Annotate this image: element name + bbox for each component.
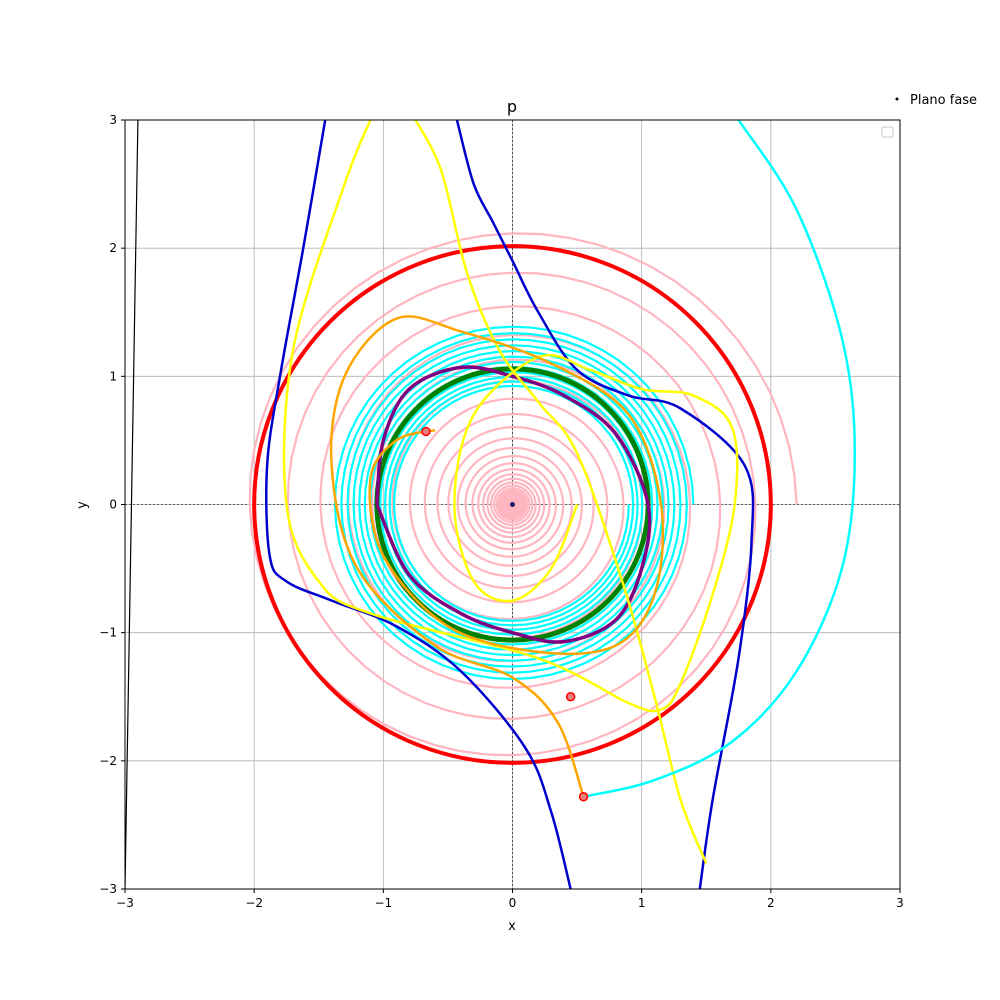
trajectory-start-marker-0 — [565, 692, 576, 702]
trajectory-start-marker-2 — [421, 426, 431, 437]
y-tick-label-5: 2 — [109, 241, 117, 255]
y-tick-label-0: −3 — [99, 882, 117, 896]
series-trajectory-9 — [329, 315, 665, 798]
series-circle-0 — [252, 244, 773, 765]
legend: Plano fase — [895, 93, 977, 108]
x-tick-label-1: −2 — [245, 896, 263, 910]
legend-label-plano-fase: Plano fase — [910, 93, 977, 108]
x-axis-label: x — [508, 919, 516, 934]
series-trajectory-10 — [583, 120, 857, 798]
ticks: −3 −2 −1 0 1 2 3 −3 −2 −1 0 1 2 3 — [99, 113, 904, 910]
x-tick-label-5: 2 — [767, 896, 775, 910]
series-trajectory-5 — [455, 120, 755, 889]
y-tick-label-6: 3 — [109, 113, 117, 127]
y-tick-label-3: 0 — [109, 498, 117, 512]
x-tick-label-2: −1 — [374, 896, 392, 910]
trajectory-start-marker-1 — [578, 791, 589, 802]
x-tick-label-4: 1 — [638, 896, 646, 910]
series-spiral-3 — [333, 325, 695, 681]
series-trajectory-11 — [125, 120, 139, 889]
y-tick-label-2: −1 — [99, 626, 117, 640]
empty-legend-box — [881, 126, 894, 138]
y-tick-label-4: 1 — [109, 369, 117, 383]
x-tick-label-3: 0 — [509, 896, 517, 910]
series-trajectory-6 — [375, 365, 652, 644]
x-tick-label-6: 3 — [896, 896, 904, 910]
legend-marker-plano-fase — [895, 97, 899, 101]
chart-title: p — [507, 97, 517, 116]
plot-series — [125, 120, 857, 889]
series-trajectory-7 — [282, 120, 739, 713]
y-tick-label-1: −2 — [99, 754, 117, 768]
x-tick-label-0: −3 — [116, 896, 134, 910]
plot-markers — [421, 426, 589, 802]
series-trajectory-8 — [414, 120, 708, 864]
equilibrium-point — [510, 502, 515, 507]
series-trajectory-4 — [265, 120, 572, 889]
y-axis-label: y — [75, 501, 90, 509]
